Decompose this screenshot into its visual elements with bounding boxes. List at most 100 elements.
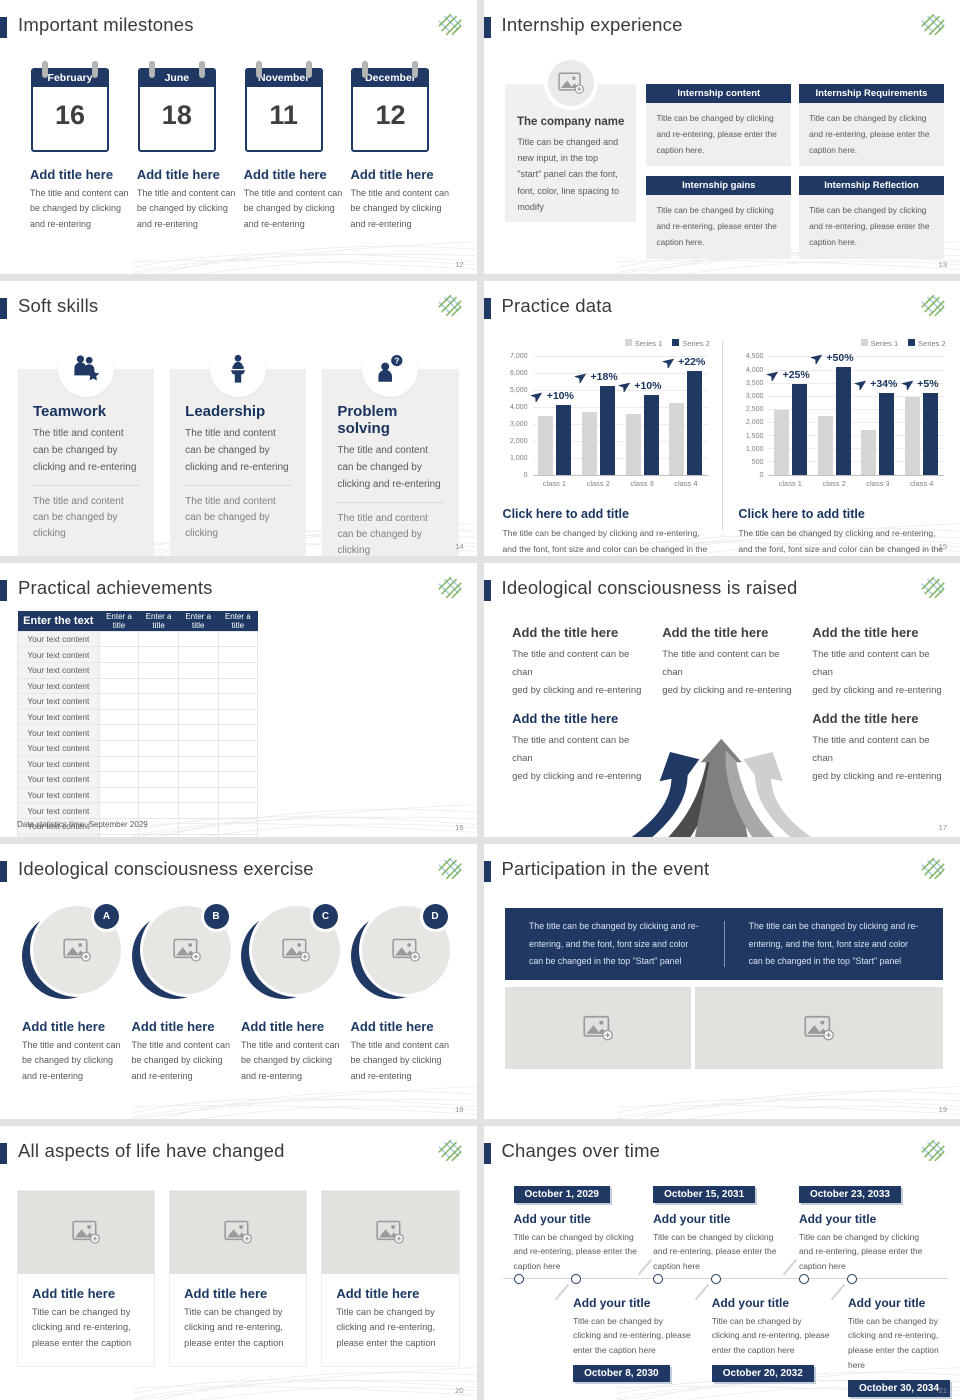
slide-practice-data[interactable]: Practice data Series 1 Series 2 7,000 6,00…: [483, 281, 960, 556]
calendar-ring-icon: [198, 61, 205, 78]
skill-heading: Leadership: [185, 403, 266, 421]
growth-label: +10%: [618, 380, 661, 393]
y-tick-label: 3,000: [745, 393, 764, 401]
slide-title: Participation in the event: [501, 858, 710, 880]
box-body: Title can be changed by clicking and re-…: [646, 195, 792, 259]
item-heading: Add title here: [136, 167, 220, 182]
banner-divider: [723, 921, 725, 968]
gridline: [768, 369, 944, 371]
image-placeholder-icon: [804, 1015, 834, 1041]
title-accent-bar: [0, 1142, 7, 1164]
legend-item: Series 1: [624, 339, 662, 348]
image-placeholder-icon: [173, 938, 201, 962]
legend-swatch: [672, 339, 680, 347]
caption-body: The title can be changed by clicking and…: [502, 528, 708, 554]
slide-internship-experience[interactable]: Internship experience The company name T…: [483, 0, 960, 275]
row-label-cell: Your text content: [17, 786, 100, 804]
content-card: Add title here Title can be changed by c…: [169, 1189, 308, 1367]
bar-series-2: [923, 392, 939, 476]
slide-header: Changes over time: [483, 1140, 951, 1168]
skill-card-leadership: Leadership The title and content can be …: [170, 341, 307, 556]
empty-cell: [138, 646, 179, 663]
growth-arrow-icon: [854, 378, 869, 390]
slide-title: Ideological consciousness exercise: [18, 858, 314, 880]
slide-participation[interactable]: Participation in the event The title can…: [483, 844, 960, 1119]
x-tick-label: class 4: [910, 479, 934, 489]
table-row: Your text content: [17, 646, 259, 663]
date-chip: October 30, 2034: [848, 1380, 951, 1398]
bar-chart-left: Series 1 Series 2 7,000 6,000 5,000 4,000 3,0…: [503, 339, 710, 499]
timeline-connector: [783, 1258, 798, 1275]
table-row: Your text content: [17, 786, 259, 804]
calendar-ring-icon: [255, 61, 262, 78]
calendar-month: November: [246, 70, 321, 87]
slide-header: Ideological consciousness exercise: [0, 858, 467, 886]
empty-cell: [98, 646, 140, 663]
slide-changes-over-time[interactable]: Changes over time October 1, 2029 Add yo…: [483, 1125, 960, 1400]
image-placeholder: [18, 1190, 155, 1274]
empty-cell: [98, 802, 140, 819]
skill-footer: The title and content can be changed by …: [337, 513, 428, 556]
y-tick-label: 2,000: [510, 438, 528, 446]
row-label-cell: Your text content: [17, 646, 100, 663]
item-heading: Add title here: [243, 167, 327, 182]
slide-soft-skills[interactable]: Soft skills Teamwork The title and conte…: [0, 281, 477, 556]
wave-decoration: [617, 1065, 960, 1119]
empty-cell: [217, 817, 259, 835]
image-placeholder: [504, 987, 692, 1070]
company-body: Title can be changed and new input, in t…: [517, 137, 619, 212]
text-block: Add the title here The title and content…: [812, 625, 945, 700]
title-accent-bar: [0, 579, 7, 601]
timeline-entry: Add your title Title can be changed by c…: [573, 1296, 692, 1383]
growth-label: +22%: [662, 355, 705, 368]
row-label-cell: Your text content: [17, 677, 100, 695]
skill-card-problem-solving: Problem solving The title and content ca…: [322, 341, 459, 556]
title-accent-bar: [483, 1142, 491, 1164]
growth-value: +50%: [826, 351, 854, 364]
slide-practical-achievements[interactable]: Practical achievements Enter the text Ent…: [0, 562, 477, 838]
brand-logo-icon: [436, 1138, 464, 1163]
bar-group: +10%: [623, 357, 661, 476]
brand-logo-icon: [436, 293, 464, 318]
gridline: [532, 356, 708, 358]
item-body: The title and content can be changed by …: [241, 1040, 340, 1081]
item-heading: Add title here: [241, 1019, 325, 1035]
calendar-icon: June 18: [137, 61, 216, 152]
image-placeholder: [322, 1190, 459, 1274]
growth-label: +34%: [854, 377, 898, 390]
bar-group: +50%: [815, 351, 854, 476]
row-label-cell: Your text content: [17, 661, 100, 679]
row-label-cell: Your text content: [17, 771, 100, 788]
empty-cell: [177, 708, 219, 726]
empty-cell: [217, 708, 259, 726]
letter-badge: D: [422, 904, 448, 930]
skill-cards-row: Teamwork The title and content can be ch…: [18, 341, 459, 556]
slide-title: Soft skills: [18, 295, 99, 317]
chart-x-axis: class 1 class 2 class 3 class 4: [768, 479, 943, 488]
letter-badge: C: [313, 904, 338, 930]
x-tick-label: class 3: [630, 479, 654, 489]
growth-arrow-icon: [662, 356, 677, 368]
slide-ideology-exercise[interactable]: Ideological consciousness exercise A Add…: [0, 844, 477, 1119]
gridline: [532, 423, 708, 425]
slide-header: Internship experience: [483, 14, 951, 42]
calendar-icon: November 11: [244, 61, 323, 152]
growth-label: +5%: [901, 377, 939, 390]
bar-series-1: [773, 409, 789, 476]
slide-life-changed[interactable]: All aspects of life have changed Add tit…: [0, 1125, 477, 1400]
empty-cell: [177, 755, 219, 773]
entry-heading: Add your title: [573, 1295, 651, 1310]
slide-important-milestones[interactable]: Important milestones February 16 Add tit…: [0, 0, 477, 275]
block-body: The title and content can be chan ged by…: [662, 648, 792, 696]
slide-ideology-raised[interactable]: Ideological consciousness is raised Add …: [483, 562, 960, 838]
bar-group: +34%: [859, 357, 897, 476]
divider: [33, 485, 140, 487]
growth-value: +34%: [870, 377, 898, 390]
calendar-month: February: [33, 70, 107, 87]
milestone-item: February 16 Add title here The title and…: [30, 61, 130, 232]
box-header: Internship Requirements: [799, 84, 944, 103]
bar-group: +18%: [579, 357, 618, 476]
empty-cell: [217, 802, 259, 819]
page-number: 18: [455, 1104, 464, 1114]
legend-swatch: [908, 339, 916, 347]
